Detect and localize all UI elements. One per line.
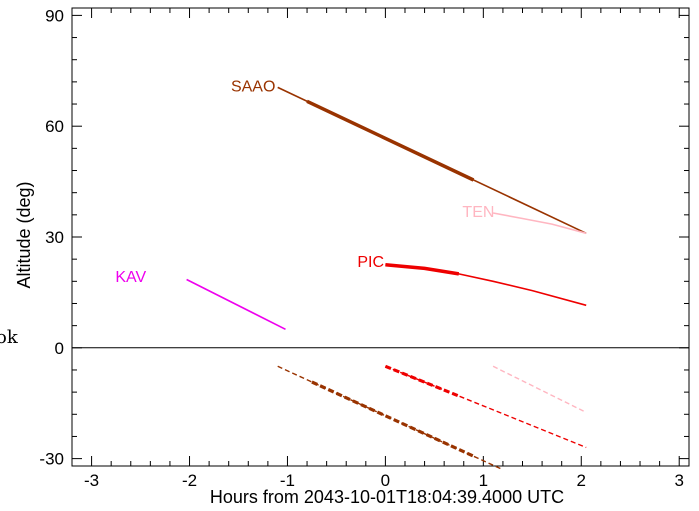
x-axis-title: Hours from 2043-10-01T18:04:39.4000 UTC xyxy=(210,487,564,507)
series-label-ten: TEN xyxy=(462,204,494,221)
plot-frame xyxy=(71,7,690,467)
series-line-ten xyxy=(492,212,587,235)
series-below-thick-pic xyxy=(384,364,460,398)
y-tick-label: 30 xyxy=(45,228,64,247)
series-pic xyxy=(384,262,587,449)
plot-border xyxy=(71,7,690,467)
series-saao xyxy=(277,86,587,471)
x-tick-label: 0 xyxy=(381,471,390,490)
y-tick-label: 0 xyxy=(55,339,64,358)
series-below-thick-saao xyxy=(311,380,475,458)
series-line-pic xyxy=(385,263,587,307)
series-line-kav xyxy=(186,278,286,331)
y-tick-label: 60 xyxy=(45,117,64,136)
x-tick-label: 1 xyxy=(479,471,488,490)
series-layer xyxy=(186,86,587,471)
x-tick-label: -1 xyxy=(280,471,295,490)
series-label-kav: KAV xyxy=(115,269,146,286)
y-axis-title: Altitude (deg) xyxy=(14,181,34,288)
series-label-pic: PIC xyxy=(357,254,384,271)
x-tick-label: 3 xyxy=(674,471,683,490)
y-tick-label: -30 xyxy=(39,450,64,469)
series-thick-saao xyxy=(306,99,475,182)
series-labels: SAAO TEN PIC KAV xyxy=(115,79,494,286)
series-label-saao: SAAO xyxy=(231,79,275,96)
y-tick-label: 90 xyxy=(45,6,64,25)
series-below-ten xyxy=(492,365,587,414)
axis-ticks xyxy=(71,8,689,466)
x-tick-label: 2 xyxy=(577,471,586,490)
x-tick-label: -3 xyxy=(84,471,99,490)
side-text: ok xyxy=(0,327,19,348)
series-thick-pic xyxy=(385,262,460,276)
x-tick-label: -2 xyxy=(182,471,197,490)
series-ten xyxy=(492,212,587,414)
series-kav xyxy=(186,278,286,331)
axis-tick-labels: -3 -2 -1 0 1 2 3 -30 0 30 60 90 xyxy=(39,6,684,490)
